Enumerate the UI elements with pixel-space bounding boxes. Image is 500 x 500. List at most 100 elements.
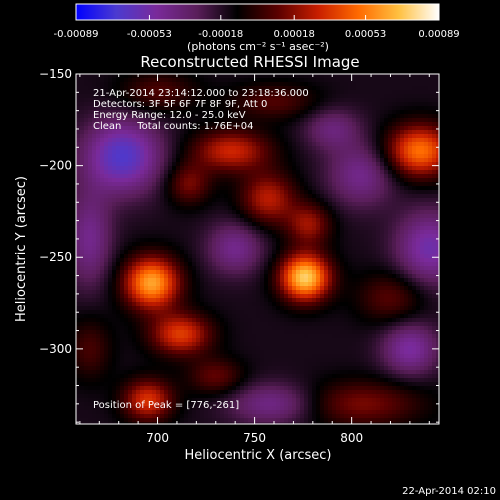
heatmap-cell (168, 94, 172, 98)
heatmap-cell (392, 138, 396, 142)
heatmap-cell (216, 210, 220, 214)
heatmap-cell (204, 174, 208, 178)
heatmap-cell (268, 114, 272, 118)
heatmap-cell (164, 242, 168, 246)
heatmap-cell (196, 182, 200, 186)
heatmap-cell (308, 138, 312, 142)
heatmap-cell (428, 154, 432, 158)
heatmap-cell (268, 126, 272, 130)
heatmap-cell (164, 286, 168, 290)
heatmap-cell (356, 190, 360, 194)
heatmap-cell (212, 98, 216, 102)
heatmap-cell (312, 246, 316, 250)
heatmap-cell (344, 166, 348, 170)
heatmap-cell (148, 86, 152, 90)
heatmap-cell (356, 222, 360, 226)
heatmap-cell (240, 190, 244, 194)
heatmap-cell (184, 226, 188, 230)
heatmap-cell (116, 150, 120, 154)
heatmap-cell (136, 110, 140, 114)
heatmap-cell (336, 246, 340, 250)
heatmap-cell (184, 262, 188, 266)
heatmap-cell (432, 82, 436, 86)
heatmap-cell (312, 90, 316, 94)
heatmap-cell (232, 78, 236, 82)
heatmap-cell (276, 98, 280, 102)
heatmap-cell (328, 78, 332, 82)
heatmap-cell (316, 218, 320, 222)
heatmap-cell (208, 78, 212, 82)
heatmap-cell (300, 210, 304, 214)
heatmap-cell (216, 282, 220, 286)
heatmap-cell (416, 286, 420, 290)
heatmap-cell (436, 166, 439, 170)
heatmap-cell (100, 246, 104, 250)
heatmap-cell (160, 242, 164, 246)
heatmap-cell (428, 278, 432, 282)
heatmap-cell (432, 222, 436, 226)
heatmap-cell (296, 178, 300, 182)
heatmap-cell (352, 214, 356, 218)
heatmap-cell (100, 274, 104, 278)
heatmap-cell (156, 130, 160, 134)
heatmap-cell (192, 178, 196, 182)
heatmap-cell (424, 198, 428, 202)
heatmap-cell (316, 82, 320, 86)
heatmap-cell (216, 130, 220, 134)
heatmap-cell (276, 270, 280, 274)
heatmap-cell (396, 274, 400, 278)
heatmap-cell (436, 210, 439, 214)
heatmap-cell (248, 182, 252, 186)
heatmap-cell (392, 118, 396, 122)
heatmap-cell (320, 102, 324, 106)
heatmap-cell (268, 214, 272, 218)
heatmap-cell (344, 106, 348, 110)
heatmap-cell (112, 74, 116, 78)
heatmap-cell (348, 230, 352, 234)
heatmap-cell (340, 90, 344, 94)
heatmap-cell (332, 254, 336, 258)
heatmap-cell (120, 74, 124, 78)
heatmap-cell (156, 134, 160, 138)
heatmap-cell (356, 150, 360, 154)
heatmap-cell (296, 182, 300, 186)
heatmap-cell (304, 282, 308, 286)
heatmap-cell (420, 94, 424, 98)
heatmap-cell (416, 182, 420, 186)
heatmap-cell (300, 102, 304, 106)
heatmap-cell (408, 282, 412, 286)
heatmap-cell (140, 274, 144, 278)
heatmap-cell (232, 186, 236, 190)
heatmap-cell (396, 210, 400, 214)
heatmap-cell (168, 278, 172, 282)
heatmap-cell (408, 206, 412, 210)
heatmap-cell (420, 174, 424, 178)
heatmap-cell (248, 130, 252, 134)
heatmap-cell (128, 134, 132, 138)
heatmap-cell (216, 194, 220, 198)
heatmap-cell (292, 234, 296, 238)
heatmap-cell (284, 98, 288, 102)
heatmap-cell (412, 266, 416, 270)
heatmap-cell (168, 246, 172, 250)
heatmap-cell (92, 154, 96, 158)
heatmap-cell (104, 186, 108, 190)
heatmap-cell (168, 130, 172, 134)
heatmap-cell (92, 262, 96, 266)
heatmap-cell (328, 118, 332, 122)
heatmap-cell (152, 270, 156, 274)
heatmap-cell (280, 282, 284, 286)
heatmap-cell (404, 82, 408, 86)
heatmap-cell (200, 114, 204, 118)
heatmap-cell (328, 210, 332, 214)
heatmap-cell (268, 242, 272, 246)
heatmap-cell (164, 142, 168, 146)
heatmap-cell (292, 138, 296, 142)
heatmap-cell (172, 194, 176, 198)
heatmap-cell (436, 246, 439, 250)
heatmap-cell (312, 98, 316, 102)
heatmap-cell (152, 290, 156, 294)
heatmap-cell (248, 242, 252, 246)
heatmap-cell (412, 246, 416, 250)
heatmap-cell (208, 74, 212, 78)
